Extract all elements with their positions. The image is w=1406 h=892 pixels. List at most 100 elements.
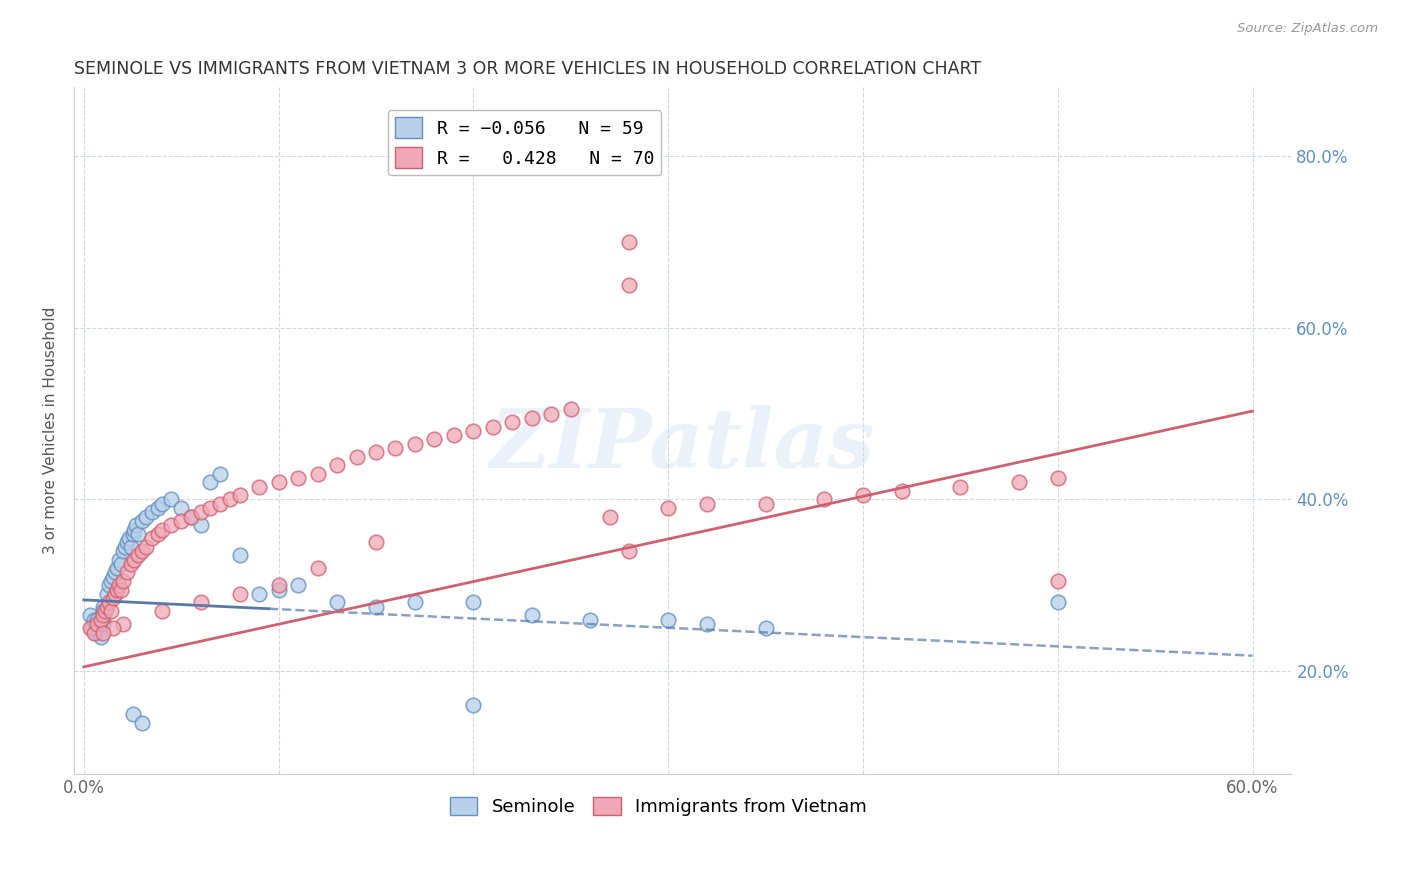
Point	[696, 497, 718, 511]
Point	[86, 613, 108, 627]
Point	[115, 566, 138, 580]
Point	[209, 497, 232, 511]
Point	[852, 488, 875, 502]
Point	[463, 595, 485, 609]
Point	[326, 458, 349, 472]
Point	[813, 492, 835, 507]
Point	[364, 535, 387, 549]
Point	[101, 570, 124, 584]
Point	[540, 407, 562, 421]
Point	[1046, 574, 1069, 588]
Point	[501, 415, 523, 429]
Point	[1046, 471, 1069, 485]
Point	[209, 467, 232, 481]
Point	[160, 518, 183, 533]
Point	[160, 492, 183, 507]
Point	[657, 613, 679, 627]
Point	[150, 497, 173, 511]
Y-axis label: 3 or more Vehicles in Household: 3 or more Vehicles in Household	[44, 307, 58, 555]
Point	[91, 625, 114, 640]
Point	[124, 552, 146, 566]
Point	[84, 625, 107, 640]
Point	[135, 509, 157, 524]
Point	[1008, 475, 1031, 490]
Point	[170, 514, 193, 528]
Point	[141, 505, 163, 519]
Point	[105, 561, 128, 575]
Point	[364, 445, 387, 459]
Point	[111, 574, 134, 588]
Point	[91, 616, 114, 631]
Point	[267, 475, 290, 490]
Point	[150, 604, 173, 618]
Point	[98, 578, 121, 592]
Point	[83, 625, 105, 640]
Point	[326, 595, 349, 609]
Point	[443, 428, 465, 442]
Point	[91, 608, 114, 623]
Point	[267, 578, 290, 592]
Point	[146, 501, 169, 516]
Point	[180, 509, 202, 524]
Point	[150, 523, 173, 537]
Point	[96, 587, 118, 601]
Point	[287, 578, 309, 592]
Point	[121, 706, 143, 721]
Point	[121, 526, 143, 541]
Point	[190, 595, 212, 609]
Point	[124, 523, 146, 537]
Point	[111, 616, 134, 631]
Point	[307, 561, 329, 575]
Point	[131, 544, 153, 558]
Point	[619, 544, 641, 558]
Point	[108, 552, 131, 566]
Point	[86, 616, 108, 631]
Point	[101, 591, 124, 606]
Point	[423, 433, 446, 447]
Point	[228, 548, 250, 562]
Point	[520, 411, 543, 425]
Point	[115, 535, 138, 549]
Point	[219, 492, 242, 507]
Point	[1046, 595, 1069, 609]
Point	[190, 505, 212, 519]
Point	[560, 402, 582, 417]
Point	[96, 599, 118, 614]
Point	[146, 526, 169, 541]
Point	[463, 698, 485, 713]
Point	[579, 613, 602, 627]
Point	[384, 441, 406, 455]
Point	[117, 531, 139, 545]
Point	[110, 557, 132, 571]
Point	[90, 630, 112, 644]
Point	[125, 518, 148, 533]
Point	[619, 235, 641, 249]
Point	[90, 613, 112, 627]
Point	[949, 480, 972, 494]
Point	[482, 419, 505, 434]
Point	[100, 574, 122, 588]
Point	[104, 587, 127, 601]
Point	[463, 424, 485, 438]
Text: Source: ZipAtlas.com: Source: ZipAtlas.com	[1237, 22, 1378, 36]
Point	[111, 544, 134, 558]
Point	[657, 501, 679, 516]
Point	[83, 613, 105, 627]
Point	[90, 616, 112, 631]
Point	[79, 608, 101, 623]
Point	[110, 582, 132, 597]
Point	[120, 540, 142, 554]
Point	[98, 595, 121, 609]
Point	[91, 608, 114, 623]
Point	[180, 509, 202, 524]
Point	[84, 616, 107, 631]
Point	[404, 595, 426, 609]
Point	[200, 501, 222, 516]
Point	[200, 475, 222, 490]
Point	[228, 587, 250, 601]
Point	[94, 604, 117, 618]
Point	[754, 621, 776, 635]
Text: ZIPatlas: ZIPatlas	[491, 405, 876, 484]
Point	[105, 582, 128, 597]
Point	[89, 621, 111, 635]
